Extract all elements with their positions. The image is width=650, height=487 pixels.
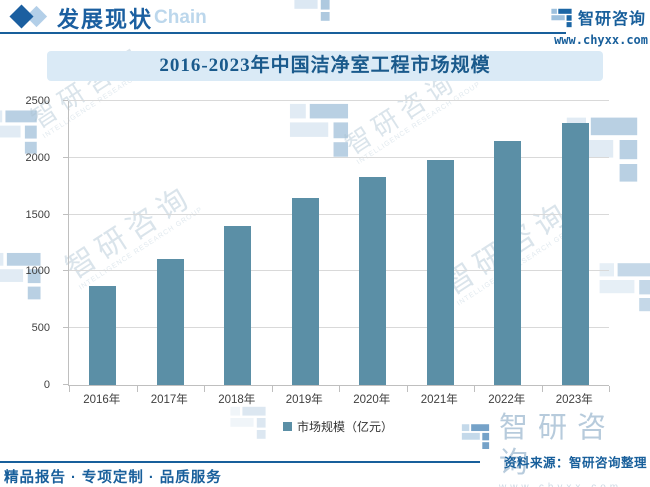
- x-tick-label: 2018年: [218, 394, 256, 406]
- grid-line: [69, 213, 609, 215]
- x-axis-tick: [204, 386, 205, 392]
- y-tick-label: 1500: [25, 208, 50, 221]
- grid-line: [69, 270, 609, 272]
- bar-slot: [137, 101, 205, 385]
- diamond-icon: [8, 4, 56, 30]
- y-axis-tick: [63, 213, 68, 215]
- bar-2020年: [359, 176, 387, 385]
- legend-marker: [282, 422, 292, 431]
- x-tick-label: 2019年: [285, 394, 323, 406]
- website-url: www.chyxx.com: [554, 33, 648, 47]
- header: 发展现状 Chain 智研咨询 www.chyxx.com: [0, 0, 650, 47]
- x-axis-tick: [136, 386, 138, 392]
- bar-slot: [272, 101, 340, 385]
- x-tick-label: 2021年: [420, 394, 458, 406]
- footer-divider: [0, 461, 480, 463]
- grid-line: [69, 100, 609, 101]
- y-axis-labels: 0 500 1000 1500 2000 2500: [0, 95, 62, 391]
- chart-title-bar: 2016-2023年中国洁净室工程市场规模: [47, 51, 603, 81]
- bar-2022年: [494, 141, 522, 385]
- section-subtitle: Chain: [154, 7, 207, 28]
- y-tick-label: 2500: [25, 95, 50, 107]
- bar-slot: [474, 101, 542, 385]
- y-axis-tick: [63, 156, 68, 158]
- legend: 市场规模（亿元）: [68, 418, 608, 435]
- bar-2023年: [561, 122, 589, 385]
- bar-slot: [407, 101, 475, 385]
- y-axis-tick: [63, 100, 68, 101]
- grid-line: [69, 156, 609, 158]
- y-tick-label: 1000: [25, 265, 50, 278]
- data-source: 资料来源：智研咨询整理: [503, 456, 647, 470]
- y-axis-tick: [63, 384, 68, 385]
- x-axis-tick: [609, 386, 610, 392]
- plot-area: [63, 100, 610, 392]
- bars: [69, 101, 609, 385]
- bar-2017年: [156, 258, 184, 385]
- x-axis-tick: [474, 386, 475, 392]
- bar-slot: [339, 101, 407, 385]
- y-axis-tick: [63, 327, 68, 329]
- x-tick-label: 2023年: [555, 394, 593, 406]
- bar-2019年: [291, 197, 319, 385]
- x-tick-label: 2016年: [83, 394, 121, 406]
- footer-tagline: 精品报告 · 专项定制 · 品质服务: [4, 470, 222, 486]
- bar-2021年: [426, 159, 454, 385]
- x-tick-label: 2020年: [353, 394, 391, 406]
- chart-title: 2016-2023年中国洁净室工程市场规模: [159, 55, 491, 76]
- x-tick-label: 2022年: [488, 394, 526, 406]
- brand-name: 智研咨询: [577, 11, 646, 28]
- zhiyan-logo-icon: [550, 6, 573, 29]
- bar-slot: [204, 101, 272, 385]
- x-axis-tick: [339, 386, 340, 392]
- bar-slot: [542, 101, 610, 385]
- x-axis-tick: [541, 386, 543, 392]
- watermark-brand: 智研咨询 www.chyxx.com: [460, 411, 650, 487]
- legend-label: 市场规模（亿元）: [296, 420, 393, 434]
- watermark-url: www.chyxx.com: [499, 482, 650, 487]
- header-divider: [0, 32, 566, 34]
- x-axis-tick: [271, 386, 273, 392]
- x-axis-tick: [69, 386, 70, 392]
- y-tick-label: 2000: [25, 151, 50, 164]
- bar-2016年: [89, 285, 117, 385]
- x-axis-labels: 2016年 2017年 2018年 2019年 2020年 2021年 2022年 2023年: [68, 391, 608, 407]
- section-title: 发展现状: [57, 7, 154, 32]
- x-tick-label: 2017年: [150, 394, 188, 406]
- brand-logo: 智研咨询: [550, 5, 646, 29]
- watermark-brand-text: 智研咨询: [498, 412, 616, 479]
- bar-slot: [69, 101, 137, 385]
- bar-2018年: [224, 225, 252, 385]
- x-axis-tick: [406, 386, 408, 392]
- grid-line: [69, 327, 609, 329]
- y-tick-label: 500: [31, 322, 50, 335]
- y-axis-tick: [63, 270, 68, 272]
- y-tick-label: 0: [43, 379, 50, 391]
- diamond-dark-icon: [9, 4, 34, 29]
